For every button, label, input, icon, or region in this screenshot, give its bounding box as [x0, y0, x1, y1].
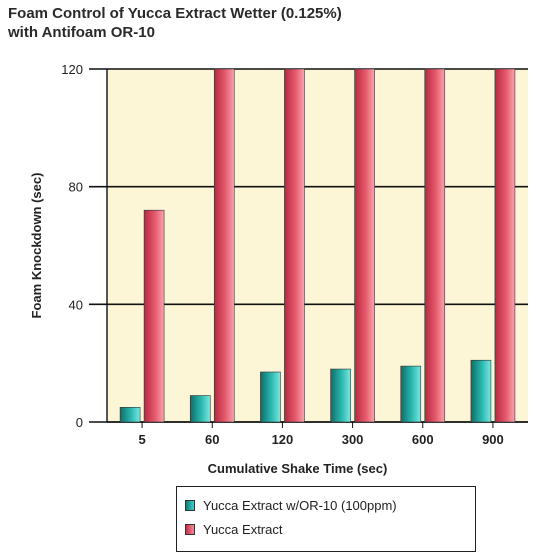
- x-axis-title: Cumulative Shake Time (sec): [208, 461, 388, 476]
- x-tick-label-900: 900: [482, 432, 504, 447]
- bar-yucca-extract-120: [284, 68, 305, 423]
- legend-swatch-series-2: [185, 523, 195, 535]
- bar-with-or10-5: [119, 406, 141, 423]
- y-tick-label-0: 0: [76, 415, 83, 430]
- y-tick-label-40: 40: [69, 297, 83, 312]
- bar-yucca-extract-5: [143, 209, 165, 423]
- legend: Yucca Extract w/OR-10 (100ppm) Yucca Ext…: [176, 486, 476, 552]
- x-tick-label-5: 5: [138, 432, 145, 447]
- chart-title: Foam Control of Yucca Extract Wetter (0.…: [8, 4, 342, 42]
- plot-area: [107, 69, 528, 422]
- legend-label-series-1: Yucca Extract w/OR-10 (100ppm): [203, 497, 397, 513]
- legend-swatch-series-1: [185, 499, 195, 511]
- y-tick-label-120: 120: [61, 62, 83, 77]
- bar-with-or10-60: [189, 395, 211, 423]
- bar-with-or10-600: [400, 365, 422, 423]
- x-tick-label-60: 60: [205, 432, 219, 447]
- bar-yucca-extract-60: [213, 68, 235, 423]
- chart-title-line-2: with Antifoam OR-10: [8, 24, 155, 41]
- x-tick-label-600: 600: [412, 432, 434, 447]
- legend-item-series-1: Yucca Extract w/OR-10 (100ppm): [185, 493, 475, 517]
- bar-yucca-extract-300: [354, 68, 375, 423]
- x-tick-label-300: 300: [342, 432, 364, 447]
- bar-with-or10-120: [260, 371, 281, 423]
- legend-item-series-2: Yucca Extract: [185, 517, 475, 541]
- y-tick-label-80: 80: [69, 180, 83, 195]
- bar-with-or10-300: [330, 368, 351, 423]
- y-axis-title: Foam Knockdown (sec): [29, 173, 44, 319]
- bar-with-or10-900: [470, 359, 492, 423]
- bar-yucca-extract-900: [494, 68, 516, 423]
- bar-yucca-extract-600: [424, 68, 446, 423]
- x-tick-label-120: 120: [272, 432, 294, 447]
- chart-title-line-1: Foam Control of Yucca Extract Wetter (0.…: [8, 5, 342, 22]
- legend-label-series-2: Yucca Extract: [203, 521, 283, 537]
